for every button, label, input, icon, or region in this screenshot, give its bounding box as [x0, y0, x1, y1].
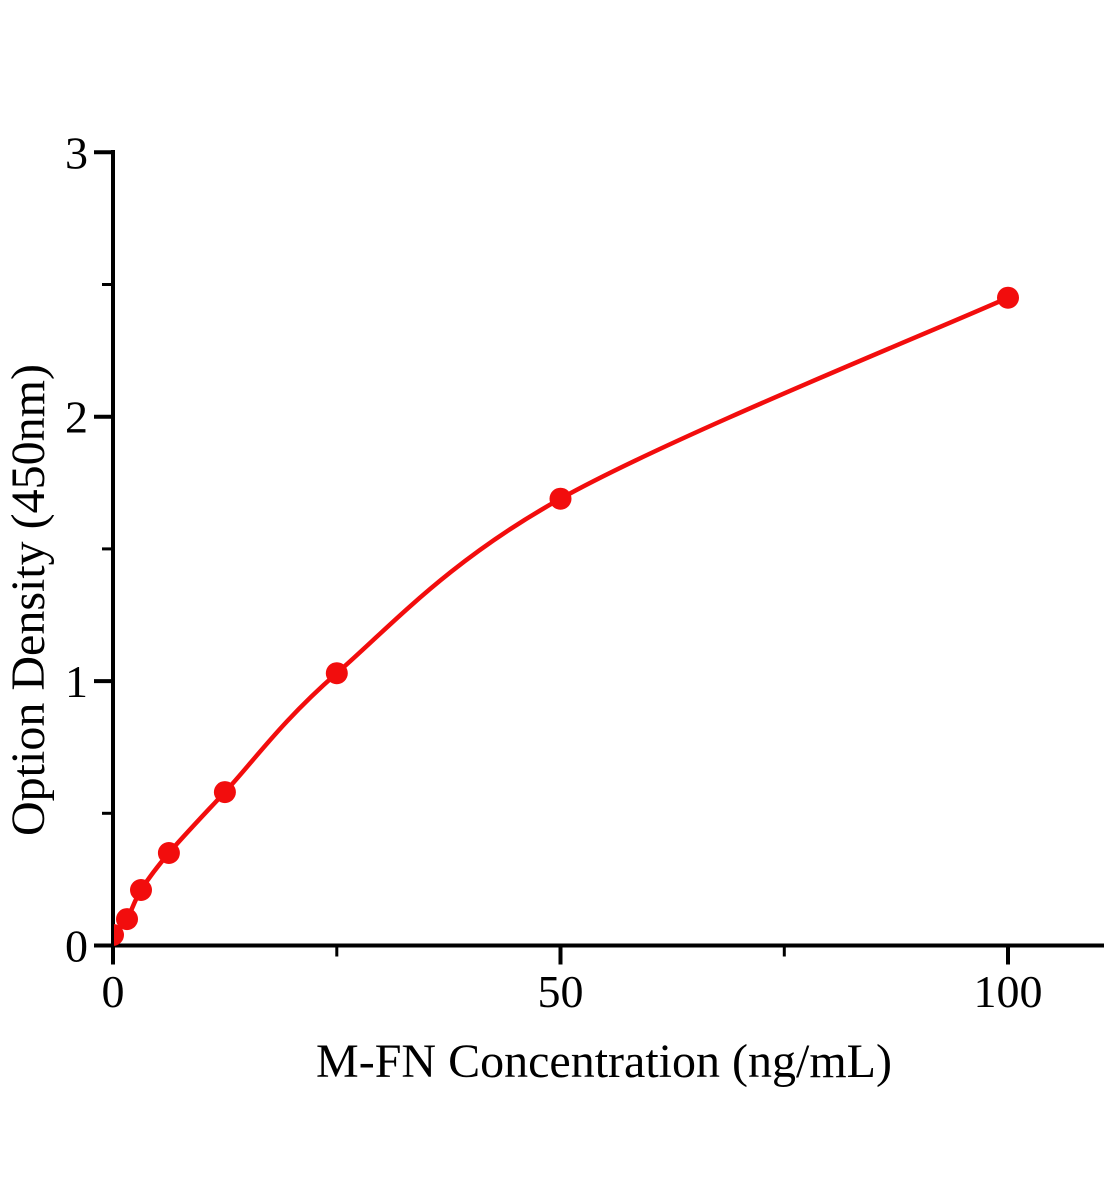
x-axis-ticks [111, 945, 1010, 965]
y-tick-label: 0 [65, 921, 88, 972]
data-point [114, 923, 124, 946]
axes [111, 150, 1104, 948]
x-tick-label: 50 [538, 966, 584, 1017]
data-point [213, 781, 236, 804]
y-tick-label: 3 [65, 127, 88, 178]
y-axis-title: Option Density (450nm) [2, 364, 55, 836]
x-tick-label: 100 [974, 966, 1043, 1017]
data-point [157, 842, 180, 864]
data-point [130, 879, 152, 901]
y-axis-tick-labels: 0 1 2 3 [65, 127, 88, 971]
data-point [325, 662, 348, 685]
data-point [997, 286, 1019, 309]
x-tick-label: 0 [102, 966, 125, 1017]
y-tick-label: 1 [65, 656, 88, 707]
fitted-curve-line [114, 295, 1011, 937]
data-point-markers [114, 286, 1019, 946]
x-axis-tick-labels: 0 50 100 [102, 966, 1043, 1017]
data-point [549, 487, 572, 510]
data-point [116, 908, 138, 931]
y-tick-label: 2 [65, 392, 88, 443]
plot-area [114, 286, 1019, 946]
y-axis-ticks [94, 150, 113, 948]
x-axis-title: M-FN Concentration (ng/mL) [316, 1035, 892, 1088]
